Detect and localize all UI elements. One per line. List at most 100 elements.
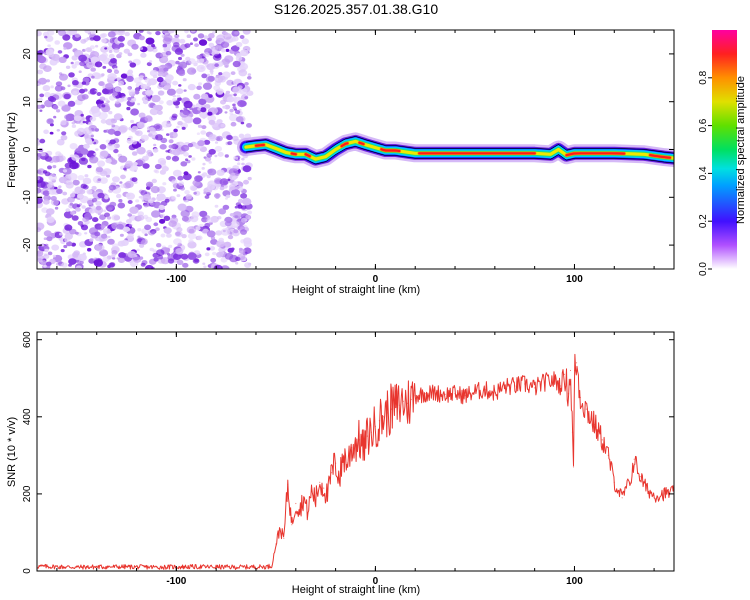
snr-ylabel: SNR (10 * v/v) (6, 417, 18, 487)
y-tick-label: 400 (22, 408, 33, 425)
noise-speckle (146, 82, 152, 87)
noise-speckle (37, 97, 43, 102)
noise-speckle (242, 30, 251, 35)
noise-speckle (61, 262, 68, 268)
noise-speckle (79, 88, 85, 94)
snr-point (544, 381, 546, 383)
noise-speckle (197, 171, 201, 174)
noise-speckle (245, 214, 251, 220)
noise-speckle (50, 196, 57, 201)
noise-speckle (209, 246, 216, 251)
noise-speckle (196, 85, 202, 91)
noise-speckle (57, 138, 64, 145)
noise-speckle (68, 258, 77, 265)
noise-speckle (92, 217, 99, 223)
noise-speckle (64, 232, 74, 240)
noise-speckle (187, 232, 197, 240)
noise-speckle (158, 100, 164, 105)
noise-speckle (149, 60, 153, 63)
noise-speckle (49, 96, 57, 103)
snr-point (645, 487, 647, 489)
noise-speckle (129, 206, 139, 214)
noise-speckle (210, 258, 217, 263)
noise-speckle (60, 120, 67, 126)
noise-speckle (222, 204, 230, 210)
noise-speckle (228, 113, 239, 122)
noise-speckle (208, 33, 215, 39)
noise-speckle (127, 97, 132, 101)
noise-speckle (125, 160, 133, 167)
noise-speckle (215, 230, 223, 236)
noise-speckle (196, 132, 200, 135)
noise-speckle (115, 100, 120, 105)
noise-speckle (140, 52, 147, 58)
noise-speckle (214, 75, 224, 83)
snr-point (265, 566, 267, 568)
noise-speckle (128, 144, 136, 151)
noise-speckle (71, 124, 77, 128)
noise-speckle (222, 105, 227, 109)
noise-speckle (214, 193, 221, 199)
noise-speckle (97, 178, 102, 182)
noise-speckle (243, 237, 252, 245)
noise-speckle (104, 212, 110, 218)
noise-speckle (127, 86, 131, 90)
noise-speckle (63, 47, 67, 50)
noise-speckle (105, 118, 114, 126)
noise-speckle (145, 216, 153, 223)
noise-speckle (243, 247, 252, 254)
noise-speckle (74, 186, 84, 194)
noise-speckle (184, 30, 189, 34)
ridge-outline-upper (245, 136, 674, 155)
noise-speckle (166, 88, 176, 96)
noise-speckle (179, 64, 184, 68)
noise-speckle (180, 161, 188, 167)
noise-speckle (229, 108, 234, 113)
noise-speckle (198, 39, 208, 46)
noise-speckle (72, 191, 77, 195)
noise-speckle (158, 204, 165, 210)
noise-speckle (161, 166, 169, 172)
noise-speckle (93, 35, 101, 42)
noise-speckle (180, 53, 185, 57)
noise-speckle (232, 106, 237, 110)
noise-speckle (247, 210, 253, 215)
noise-speckle (104, 47, 108, 50)
noise-speckle (229, 183, 237, 191)
snr-point (394, 406, 396, 408)
noise-speckle (84, 48, 89, 52)
noise-speckle (117, 202, 126, 209)
noise-speckle (214, 141, 219, 144)
snr-point (307, 512, 309, 514)
noise-speckle (39, 63, 47, 70)
noise-speckle (82, 120, 86, 124)
noise-speckle (210, 238, 218, 245)
noise-speckle (178, 70, 186, 77)
noise-speckle (94, 61, 103, 68)
noise-speckle (157, 84, 164, 90)
noise-speckle (162, 43, 168, 48)
noise-speckle (89, 238, 94, 242)
noise-speckle (138, 112, 146, 119)
noise-speckle (153, 222, 159, 227)
noise-speckle (168, 144, 174, 149)
noise-speckle (100, 119, 107, 124)
noise-speckle (175, 60, 180, 65)
snr-series (37, 353, 674, 570)
noise-speckle (105, 158, 112, 164)
noise-speckle (218, 72, 223, 76)
noise-speckle (186, 67, 197, 75)
noise-speckle (81, 205, 86, 209)
noise-speckle (70, 211, 76, 215)
snr-point (474, 391, 476, 393)
snr-point (295, 502, 297, 505)
noise-speckle (114, 130, 121, 137)
noise-speckle (111, 253, 116, 258)
noise-speckle (91, 75, 95, 79)
figure-title: S126.2025.357.01.38.G10 (274, 1, 438, 17)
snr-point (406, 402, 408, 404)
noise-speckle (80, 148, 89, 155)
noise-speckle (117, 257, 126, 264)
snr-point (454, 393, 456, 395)
noise-speckle (182, 262, 189, 268)
